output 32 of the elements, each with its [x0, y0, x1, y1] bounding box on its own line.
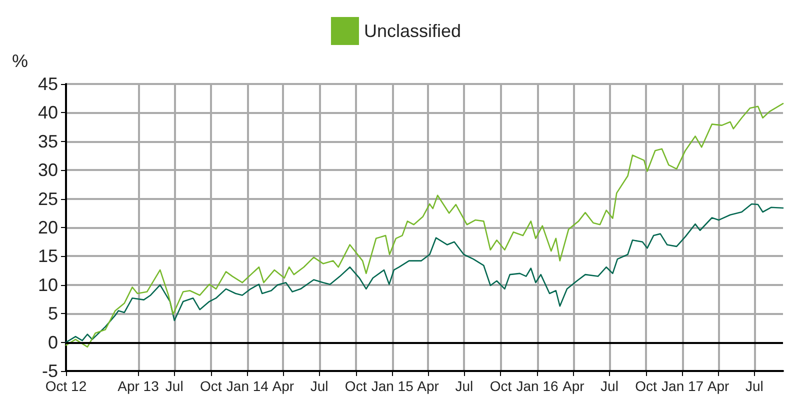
y-tick-label: 40	[38, 102, 58, 123]
x-tick-label: Apr	[272, 378, 294, 394]
y-tick-label: 30	[38, 160, 58, 180]
y-tick-label: 20	[38, 218, 58, 238]
x-tick-label: Apr	[707, 378, 730, 394]
x-tick-label: Apr	[562, 378, 585, 394]
y-axis-title: %	[12, 51, 28, 71]
x-tick-label: Jul	[455, 378, 474, 394]
y-tick-label: 10	[38, 274, 58, 295]
x-tick-label: Apr	[417, 378, 440, 394]
y-tick-label: 25	[38, 188, 58, 209]
x-tick-label: Oct	[344, 378, 367, 394]
x-tick-label: Jan 17	[662, 378, 704, 394]
x-tick-label: Jul	[165, 378, 184, 394]
x-tick-label: Jul	[600, 378, 618, 394]
x-tick-label: Oct	[490, 378, 512, 394]
y-tick-label: 35	[38, 131, 58, 152]
y-tick-label: 45	[38, 74, 58, 94]
legend-label: Unclassified	[364, 21, 462, 41]
x-tick-label: Jul	[745, 378, 764, 394]
x-tick-label: Oct 12	[45, 378, 87, 394]
x-tick-label: Apr 13	[118, 378, 160, 394]
x-tick-label: Jul	[310, 378, 328, 394]
x-tick-label: Oct	[635, 378, 658, 394]
x-tick-label: Oct	[200, 378, 222, 394]
x-tick-label: Jan 14	[226, 378, 269, 394]
y-tick-label: 15	[38, 246, 58, 266]
x-tick-label: Jan 15	[371, 378, 414, 394]
y-tick-label: 5	[48, 304, 58, 324]
y-tick-label: -5	[42, 361, 58, 381]
y-tick-label: 0	[48, 332, 58, 352]
x-tick-label: Jan 16	[516, 378, 558, 394]
